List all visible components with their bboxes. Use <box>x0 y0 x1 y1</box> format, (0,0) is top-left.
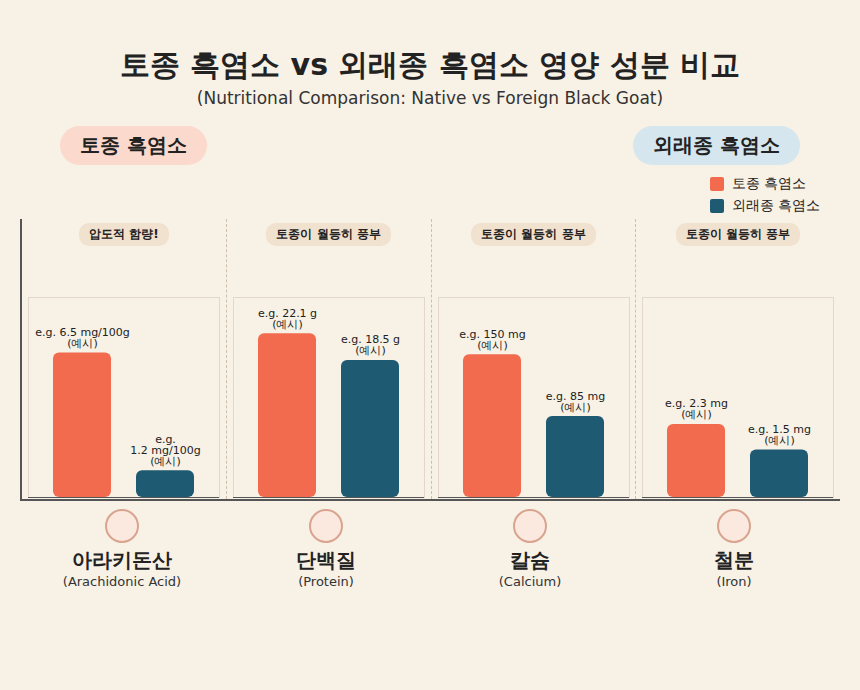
svg-text:e.g. 85 mg(예시): e.g. 85 mg(예시) <box>545 390 604 414</box>
svg-text:e.g. 150 mg(예시): e.g. 150 mg(예시) <box>459 328 525 352</box>
html-text:(Calcium): (Calcium) <box>498 574 562 589</box>
html-text:외래종 흑염소: 외래종 흑염소 <box>653 133 780 157</box>
svg-text:e.g.1.2 mg/100g(예시): e.g.1.2 mg/100g(예시) <box>130 433 200 468</box>
html-text:철분: 철분 <box>714 548 754 572</box>
html-text:(Iron): (Iron) <box>716 574 752 589</box>
html-text:토종이 월등히 풍부: 토종이 월등히 풍부 <box>481 226 586 241</box>
html-text:토종 흑염소 vs 외래종 흑염소 영양 성분 비교: 토종 흑염소 vs 외래종 흑염소 영양 성분 비교 <box>119 47 741 82</box>
svg-text:e.g. 2.3 mg(예시): e.g. 2.3 mg(예시) <box>665 397 728 421</box>
svg-text:e.g. 22.1 g(예시): e.g. 22.1 g(예시) <box>258 307 317 331</box>
html-text:(Protein): (Protein) <box>298 574 354 589</box>
html-text:토종이 월등히 풍부: 토종이 월등히 풍부 <box>685 226 791 241</box>
html-text:(Nutritional Comparison: Nativ: (Nutritional Comparison: Native vs Forei… <box>196 88 664 108</box>
svg-text:e.g. 6.5 mg/100g(예시): e.g. 6.5 mg/100g(예시) <box>35 326 130 350</box>
html-text:(Arachidonic Acid): (Arachidonic Acid) <box>62 574 182 589</box>
svg-text:e.g. 18.5 g(예시): e.g. 18.5 g(예시) <box>341 333 400 357</box>
html-text:단백질: 단백질 <box>296 548 356 572</box>
svg-text:e.g. 1.5 mg(예시): e.g. 1.5 mg(예시) <box>748 423 811 447</box>
html-text:토종이 월등히 풍부: 토종이 월등히 풍부 <box>276 226 381 241</box>
html-text:칼슘: 칼슘 <box>510 548 550 572</box>
html-text:토종 흑염소: 토종 흑염소 <box>80 133 187 157</box>
html-text:토종 흑염소: 토종 흑염소 <box>731 175 806 191</box>
html-text:외래종 흑염소: 외래종 흑염소 <box>731 197 820 213</box>
html-text:압도적 함량!: 압도적 함량! <box>89 226 159 241</box>
html-text:아라키돈산: 아라키돈산 <box>72 548 172 572</box>
